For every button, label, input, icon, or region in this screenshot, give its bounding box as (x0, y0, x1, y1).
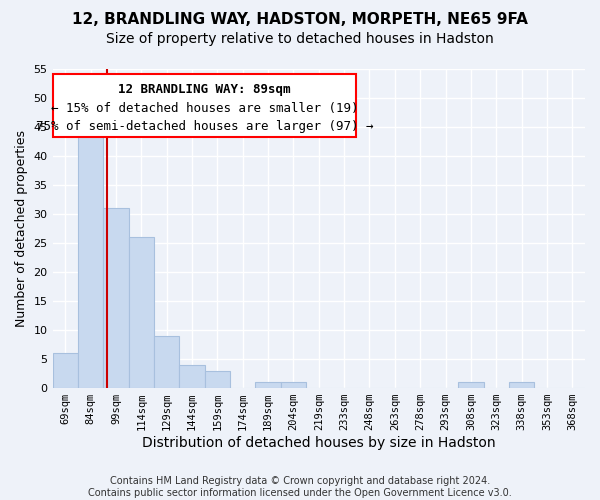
Bar (205, 370, 230, 388)
X-axis label: Distribution of detached houses by size in Hadston: Distribution of detached houses by size … (142, 436, 496, 450)
Bar (53, 354, 78, 388)
Bar (128, 237, 154, 388)
Bar (179, 365, 205, 388)
Text: ← 15% of detached houses are smaller (19): ← 15% of detached houses are smaller (19… (50, 102, 358, 114)
Text: 75% of semi-detached houses are larger (97) →: 75% of semi-detached houses are larger (… (35, 120, 373, 133)
Bar (154, 336, 179, 388)
Bar (103, 208, 128, 388)
Bar (509, 382, 534, 388)
Text: 12 BRANDLING WAY: 89sqm: 12 BRANDLING WAY: 89sqm (118, 83, 290, 96)
Y-axis label: Number of detached properties: Number of detached properties (15, 130, 28, 327)
Bar (256, 382, 281, 388)
Text: Size of property relative to detached houses in Hadston: Size of property relative to detached ho… (106, 32, 494, 46)
Bar (78, 121, 103, 388)
Bar (281, 382, 306, 388)
Bar (458, 382, 484, 388)
Text: Contains HM Land Registry data © Crown copyright and database right 2024.
Contai: Contains HM Land Registry data © Crown c… (88, 476, 512, 498)
Text: 12, BRANDLING WAY, HADSTON, MORPETH, NE65 9FA: 12, BRANDLING WAY, HADSTON, MORPETH, NE6… (72, 12, 528, 28)
